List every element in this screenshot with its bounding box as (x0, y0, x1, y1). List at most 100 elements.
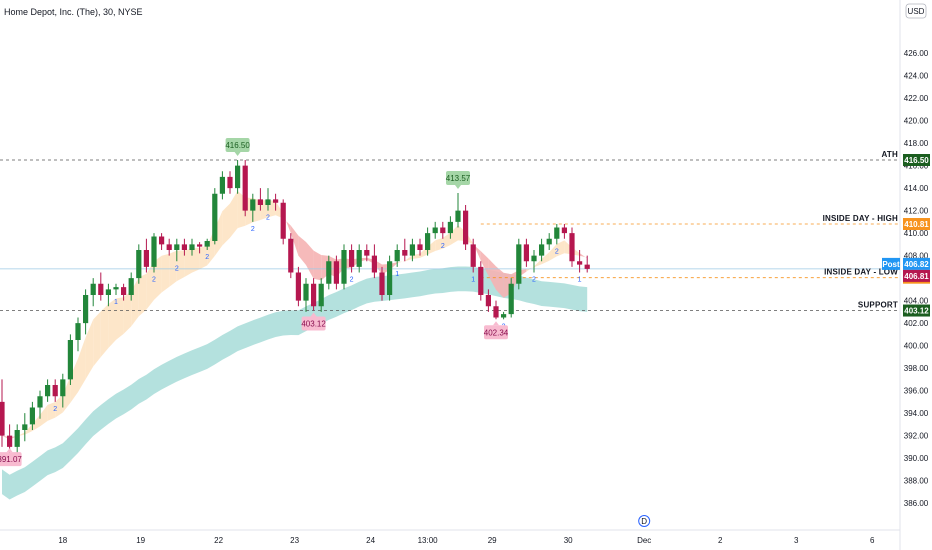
candle-body (371, 255, 377, 273)
x-tick-label: 3 (794, 536, 799, 545)
candle (554, 224, 560, 245)
last-price-text: 406.81 (904, 272, 929, 281)
candle-body (364, 250, 370, 256)
fast-ma-ribbon-segment (55, 394, 63, 418)
count-marker: 2 (152, 277, 156, 284)
fast-ma-ribbon-segment (549, 244, 557, 261)
candle-body (508, 283, 514, 315)
count-marker: 1 (395, 271, 399, 278)
y-tick-label: 396.00 (904, 387, 929, 396)
fast-ma-ribbon-segment (17, 432, 25, 437)
y-tick-label: 426.00 (904, 49, 929, 58)
fast-ma-ribbon-segment (184, 248, 192, 278)
y-tick-label: 398.00 (904, 364, 929, 373)
fast-ma-ribbon-segment (222, 203, 230, 246)
candle (159, 233, 165, 250)
candle-body (493, 306, 499, 318)
annotation-box (0, 452, 22, 467)
y-tick-label: 400.00 (904, 342, 929, 351)
candle-body (90, 283, 96, 295)
candle (105, 283, 111, 307)
y-tick-label: 408.00 (904, 252, 929, 261)
fast-ma-ribbon-segment (397, 260, 405, 264)
candle-body (14, 430, 20, 447)
candle-body (402, 250, 408, 256)
candle-body (219, 176, 225, 194)
annotation-pointer (6, 448, 13, 453)
fast-ma-ribbon-segment (473, 243, 481, 261)
candle (174, 238, 180, 262)
y-tick-label: 386.00 (904, 499, 929, 508)
candle (151, 233, 157, 273)
candle (508, 278, 514, 318)
candle-body (303, 283, 309, 301)
fast-ma-ribbon-segment (427, 240, 436, 255)
candle (7, 424, 13, 453)
candle (273, 193, 279, 211)
currency-badge[interactable]: USD (905, 3, 927, 19)
candle-body (159, 236, 165, 245)
candle-body (523, 244, 529, 262)
level-price-tag-text: 416.50 (904, 156, 929, 165)
candle-body (531, 255, 537, 262)
inside-day-high-label: INSIDE DAY - HIGH (823, 214, 898, 223)
count-marker: 2 (251, 226, 255, 233)
candle-body (485, 295, 491, 307)
candle-body (136, 250, 142, 279)
time-axis[interactable]: 18 19 22 23 24 13:00 29 30 Dec 2 3 6D (0, 515, 900, 546)
candle (250, 193, 256, 222)
candle-body (113, 287, 119, 290)
fast-ma-ribbon-segment (534, 259, 542, 268)
candle (219, 171, 225, 200)
fast-ma-ribbon-segment (123, 290, 132, 334)
candle-body (143, 250, 149, 267)
candle (318, 278, 324, 312)
candle (539, 238, 545, 262)
candle (349, 244, 355, 273)
candle (546, 233, 552, 250)
candle (227, 171, 233, 194)
count-marker: 1 (578, 277, 582, 284)
candle-body (379, 272, 385, 295)
candle-body (235, 165, 241, 189)
candle (197, 242, 203, 254)
annotation-pointer (310, 312, 317, 317)
candle (356, 244, 362, 273)
fast-ma-ribbon-segment (85, 319, 94, 380)
y-tick-label: 390.00 (904, 454, 929, 463)
candle-body (174, 244, 180, 250)
y-tick-label: 420.00 (904, 117, 929, 126)
fast-ma-ribbon-segment (435, 237, 443, 251)
fast-ma-ribbon-segment (24, 424, 33, 435)
candle-body (128, 278, 134, 295)
candle (75, 317, 81, 352)
candle-body (151, 236, 157, 267)
candle (22, 413, 28, 442)
x-tick-label: 19 (136, 536, 145, 545)
fast-ma-ribbon-segment (138, 273, 147, 317)
y-tick-label: 388.00 (904, 477, 929, 486)
candle-body (121, 287, 127, 295)
x-tick-label: 22 (214, 536, 223, 545)
candle-body (295, 272, 301, 301)
last-price-tag (903, 269, 930, 282)
candle (569, 227, 575, 267)
price-axis[interactable]: 386.00 388.00 390.00 392.00 394.00 396.00 398.… (882, 0, 930, 550)
candle (14, 424, 20, 453)
candle-body (204, 241, 210, 247)
candle-body (7, 435, 13, 447)
candle-body (341, 250, 347, 284)
candle-body (181, 244, 187, 250)
candle-body (250, 199, 256, 211)
candle-body (83, 295, 89, 324)
candle (189, 238, 195, 256)
level-price-tag-text: 410.81 (904, 220, 929, 229)
candle (577, 250, 583, 273)
annotation-box (225, 138, 250, 152)
candle-body (67, 340, 73, 380)
candle-body (75, 323, 81, 340)
count-marker: 2 (205, 254, 209, 261)
level-price-tag (903, 218, 930, 231)
candle (128, 272, 134, 301)
